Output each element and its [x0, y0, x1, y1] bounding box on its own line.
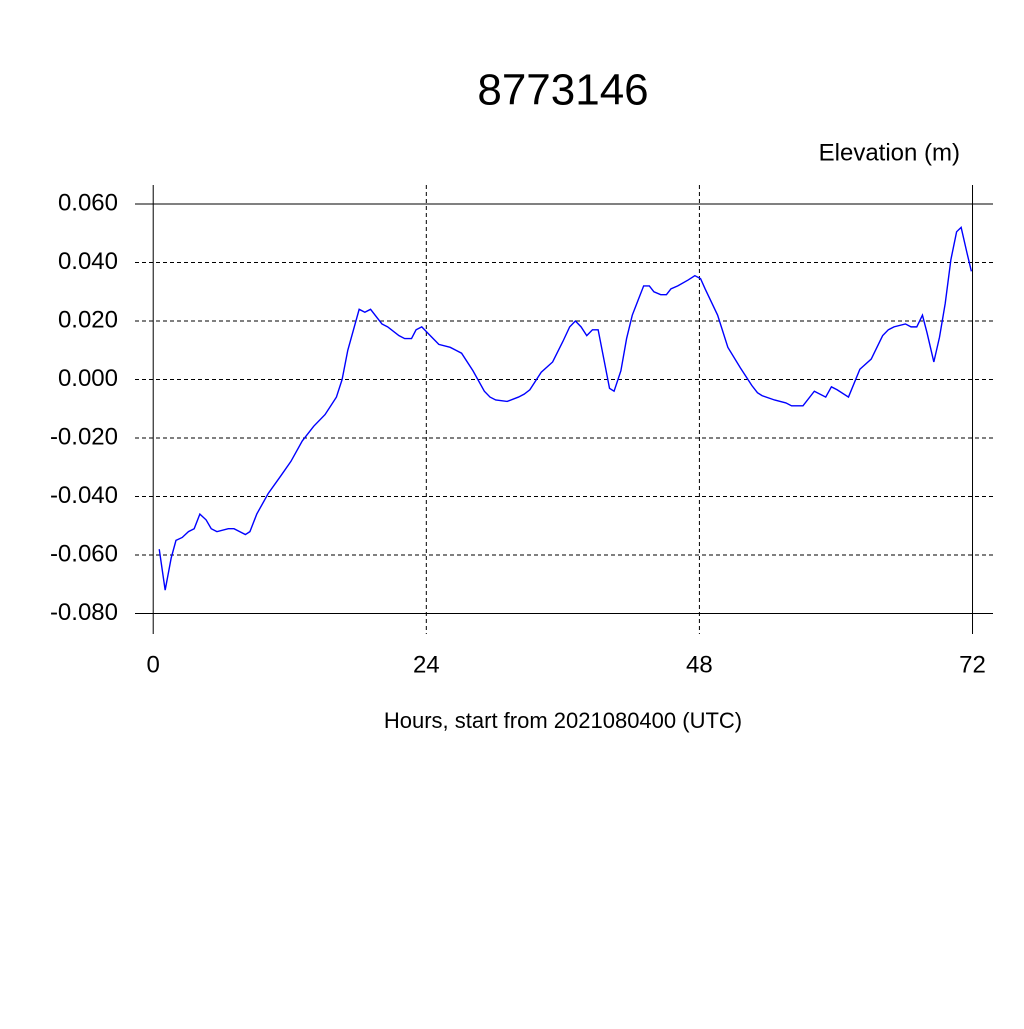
- chart-title: 8773146: [477, 66, 648, 115]
- y-tick-label: 0.000: [58, 365, 118, 392]
- x-tick-label: 24: [413, 651, 440, 678]
- y-tick-label: 0.040: [58, 248, 118, 275]
- y-axis-label: Elevation (m): [819, 139, 960, 166]
- y-tick-label: -0.060: [50, 540, 118, 567]
- x-tick-label: 72: [959, 651, 986, 678]
- x-tick-label: 48: [686, 651, 713, 678]
- x-axis-label: Hours, start from 2021080400 (UTC): [384, 708, 742, 733]
- y-tick-label: -0.080: [50, 599, 118, 626]
- y-tick-label: 0.020: [58, 306, 118, 333]
- y-tick-label: -0.020: [50, 423, 118, 450]
- y-tick-label: 0.060: [58, 189, 118, 216]
- y-tick-label: -0.040: [50, 482, 118, 509]
- data-line: [158, 226, 973, 591]
- x-tick-label: 0: [147, 651, 160, 678]
